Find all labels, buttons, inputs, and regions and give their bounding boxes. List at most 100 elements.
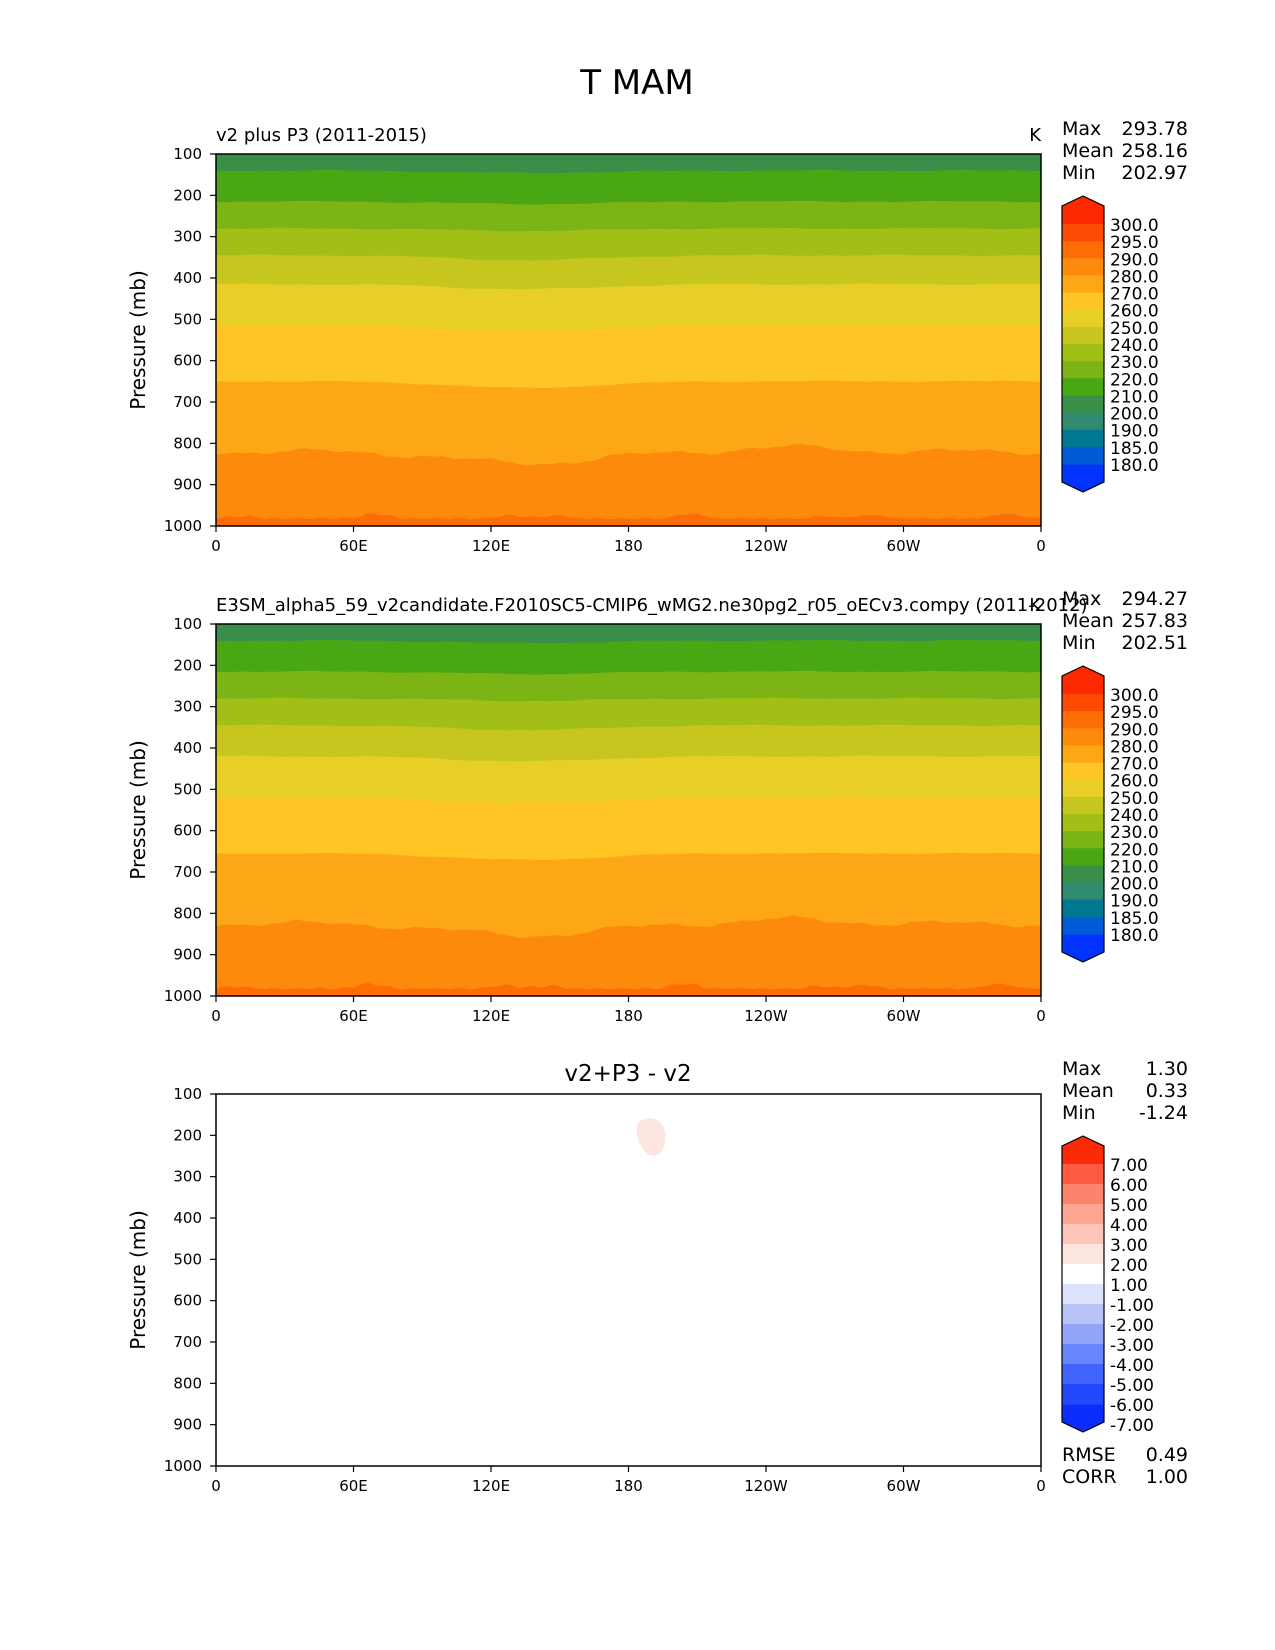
colorbar-label: 290.0 <box>1110 250 1159 270</box>
colorbar-segment <box>1062 292 1104 311</box>
y-axis: 100 200 300 400 500 600 700 800 900 1000 <box>164 615 216 1005</box>
colorbar-extend-max <box>1062 1136 1104 1164</box>
colorbar-segment <box>1062 258 1104 277</box>
plot-background <box>216 1094 1041 1466</box>
colorbar-label: 210.0 <box>1110 857 1159 877</box>
colorbar-label: -5.00 <box>1110 1376 1154 1396</box>
y-tick-label: 300 <box>173 228 202 246</box>
colorbar: 300.0295.0290.0280.0270.0260.0250.0240.0… <box>1061 195 1159 493</box>
panel-difference: v2+P3 - v2 10020030040050060070080090010… <box>126 1058 1188 1495</box>
x-tick-label: 180 <box>614 1477 643 1495</box>
y-tick-label: 100 <box>173 1085 202 1103</box>
y-tick-label: 100 <box>173 145 202 163</box>
y-tick-label: 800 <box>173 1374 202 1392</box>
stat-max-label: Max <box>1062 1058 1101 1080</box>
colorbar-label: 240.0 <box>1110 806 1159 826</box>
stat-mean-label: Mean <box>1062 610 1114 632</box>
x-tick-label: 60W <box>887 537 921 555</box>
y-tick-label: 200 <box>173 656 202 674</box>
colorbar-segment <box>1062 446 1104 465</box>
colorbar-segment <box>1062 1384 1104 1405</box>
colorbar-label: 250.0 <box>1110 319 1159 339</box>
x-tick-label: 120E <box>472 537 510 555</box>
colorbar-segment <box>1062 1264 1104 1285</box>
colorbar-label: 270.0 <box>1110 285 1159 305</box>
colorbar-label: -4.00 <box>1110 1356 1154 1376</box>
x-axis: 0 60E 120E 180 120W 60W 0 <box>211 996 1046 1025</box>
x-tick-label: 120W <box>744 537 788 555</box>
x-tick-label: 0 <box>211 1477 221 1495</box>
x-tick-label: 0 <box>211 537 221 555</box>
y-tick-label: 500 <box>173 310 202 328</box>
colorbar-label: -1.00 <box>1110 1296 1154 1316</box>
colorbar-label: 200.0 <box>1110 405 1159 425</box>
y-tick-label: 300 <box>173 698 202 716</box>
x-tick-label: 120W <box>744 1007 788 1025</box>
contour-band-280 <box>216 443 1041 526</box>
panel-label-right: K <box>1029 125 1042 146</box>
contour-fill <box>636 1118 666 1156</box>
colorbar-segment <box>1062 1324 1104 1345</box>
stat-min-value: -1.24 <box>1139 1102 1188 1124</box>
stat-max-value: 294.27 <box>1122 588 1188 610</box>
x-tick-label: 120E <box>472 1477 510 1495</box>
y-tick-label: 800 <box>173 904 202 922</box>
colorbar-label: -3.00 <box>1110 1336 1154 1356</box>
stat-mean-value: 0.33 <box>1146 1080 1188 1102</box>
colorbar-label: 220.0 <box>1110 370 1159 390</box>
colorbar-segment <box>1062 694 1104 712</box>
colorbar: 300.0295.0290.0280.0270.0260.0250.0240.0… <box>1061 665 1159 963</box>
colorbar-segment <box>1062 831 1104 849</box>
y-tick-label: 900 <box>173 1416 202 1434</box>
colorbar-segment <box>1062 762 1104 781</box>
x-axis: 0 60E 120E 180 120W 60W 0 <box>211 1466 1046 1495</box>
y-tick-label: 600 <box>173 822 202 840</box>
plot-area <box>216 624 1041 996</box>
colorbar-segment <box>1062 745 1104 764</box>
colorbar-label: 300.0 <box>1110 686 1159 706</box>
difference-blob <box>636 1118 666 1156</box>
colorbar-segment <box>1062 326 1104 345</box>
colorbar-outline <box>1061 195 1105 493</box>
colorbar-label: 4.00 <box>1110 1216 1148 1236</box>
y-tick-label: 700 <box>173 863 202 881</box>
colorbar-label: 5.00 <box>1110 1196 1148 1216</box>
colorbar-label: 240.0 <box>1110 336 1159 356</box>
colorbar-segment <box>1062 882 1104 901</box>
y-tick-label: 200 <box>173 1126 202 1144</box>
colorbar-segment <box>1062 395 1104 414</box>
colorbar-segment <box>1062 1184 1104 1205</box>
colorbar-label: 6.00 <box>1110 1176 1148 1196</box>
colorbar-label: 230.0 <box>1110 823 1159 843</box>
colorbar-label: 280.0 <box>1110 737 1159 757</box>
plot-area <box>216 1094 1041 1466</box>
y-tick-label: 300 <box>173 1168 202 1186</box>
colorbar-label: 280.0 <box>1110 267 1159 287</box>
panel-label-center: v2+P3 - v2 <box>564 1061 691 1087</box>
colorbar-segment <box>1062 916 1104 935</box>
colorbar-label: 270.0 <box>1110 755 1159 775</box>
colorbar-extend-min <box>1062 934 1104 962</box>
y-tick-label: 900 <box>173 946 202 964</box>
stat-corr-value: 1.00 <box>1146 1466 1188 1488</box>
stat-min-value: 202.97 <box>1122 162 1188 184</box>
y-axis-label: Pressure (mb) <box>126 1210 150 1350</box>
y-axis-label: Pressure (mb) <box>126 270 150 410</box>
colorbar-segment <box>1062 814 1104 832</box>
panel-label-left: v2 plus P3 (2011-2015) <box>216 125 427 146</box>
colorbar-label: 300.0 <box>1110 216 1159 236</box>
x-tick-label: 0 <box>211 1007 221 1025</box>
contour-fill <box>216 154 1041 526</box>
x-tick-label: 60E <box>339 1007 368 1025</box>
colorbar-label: 260.0 <box>1110 772 1159 792</box>
colorbar-label: 230.0 <box>1110 353 1159 373</box>
y-tick-label: 1000 <box>164 987 202 1005</box>
x-axis: 0 60E 120E 180 120W 60W 0 <box>211 526 1046 555</box>
y-tick-label: 600 <box>173 352 202 370</box>
colorbar-segment <box>1062 779 1104 798</box>
x-tick-label: 60E <box>339 537 368 555</box>
stat-mean-value: 257.83 <box>1122 610 1188 632</box>
footer-stats: RMSE 0.49 CORR 1.00 <box>1062 1444 1188 1488</box>
colorbar-label: 210.0 <box>1110 387 1159 407</box>
colorbar-label: -7.00 <box>1110 1416 1154 1436</box>
